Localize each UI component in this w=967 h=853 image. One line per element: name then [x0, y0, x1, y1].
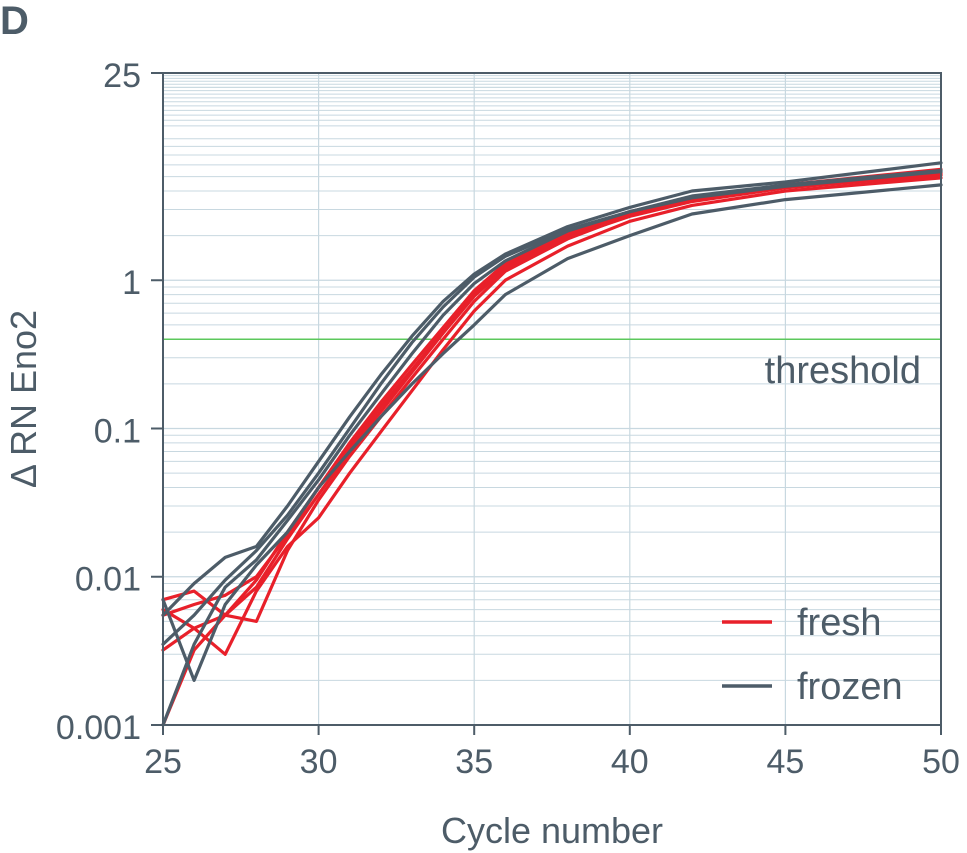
y-tick-label: 0.1: [94, 412, 141, 450]
axis-tick-labels: 25 30 35 40 45 50 0.001 0.01 0.1 1 25: [56, 57, 960, 781]
y-tick-label: 1: [122, 264, 141, 302]
series-line-fresh-4: [161, 176, 943, 656]
legend-label-frozen: frozen: [797, 666, 903, 708]
panel-label: D: [0, 0, 29, 43]
legend: fresh frozen: [722, 602, 903, 708]
x-tick-label: 30: [300, 743, 338, 781]
y-axis-title: Δ RN Eno2: [3, 310, 44, 488]
threshold-label: threshold: [765, 350, 921, 392]
x-tick-label: 35: [455, 743, 493, 781]
y-tick-label: 25: [103, 57, 141, 95]
legend-label-fresh: fresh: [797, 602, 881, 644]
series-line-frozen-6: [161, 161, 943, 617]
x-tick-label: 45: [766, 743, 804, 781]
y-tick-label: 0.001: [56, 709, 141, 747]
y-tick-label: 0.01: [75, 561, 141, 599]
x-tick-label: 25: [144, 743, 182, 781]
series-line-frozen-9: [161, 170, 943, 727]
x-tick-label: 50: [922, 743, 960, 781]
axis-ticks: [151, 72, 942, 735]
plot-frame: [162, 72, 942, 726]
x-tick-label: 40: [611, 743, 649, 781]
series-line-frozen-8: [161, 183, 943, 683]
series-line-fresh-3: [161, 171, 943, 624]
x-axis-title: Cycle number: [441, 810, 663, 851]
series-layer: [161, 161, 943, 727]
